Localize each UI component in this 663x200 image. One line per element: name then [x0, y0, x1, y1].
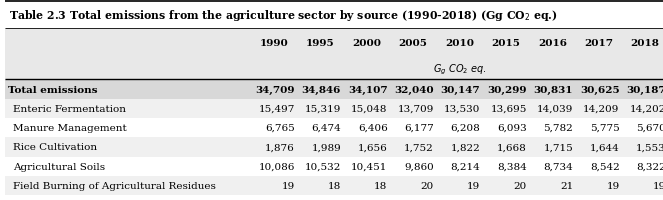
Text: 2016: 2016	[538, 39, 567, 48]
Text: 20: 20	[421, 181, 434, 190]
Text: 30,625: 30,625	[580, 85, 620, 94]
Text: 2015: 2015	[491, 39, 520, 48]
Text: 30,147: 30,147	[441, 85, 480, 94]
Text: 1,822: 1,822	[451, 143, 480, 152]
Text: Agricultural Soils: Agricultural Soils	[13, 162, 105, 171]
Text: 21: 21	[560, 181, 573, 190]
Text: 1,752: 1,752	[404, 143, 434, 152]
Bar	[5, 2, 663, 29]
Text: 2018: 2018	[631, 39, 660, 48]
Text: 32,040: 32,040	[394, 85, 434, 94]
Text: 19: 19	[607, 181, 620, 190]
Text: 1,644: 1,644	[590, 143, 620, 152]
Text: 6,208: 6,208	[451, 124, 480, 132]
Text: 8,542: 8,542	[590, 162, 620, 171]
Text: 34,709: 34,709	[255, 85, 295, 94]
Text: 6,093: 6,093	[497, 124, 527, 132]
Text: 1,715: 1,715	[544, 143, 573, 152]
Text: 8,214: 8,214	[451, 162, 480, 171]
Text: 10,451: 10,451	[351, 162, 387, 171]
Text: Total emissions: Total emissions	[8, 85, 97, 94]
Text: 6,406: 6,406	[358, 124, 387, 132]
Text: 13,695: 13,695	[491, 104, 527, 113]
Bar	[5, 118, 663, 138]
Text: 14,209: 14,209	[583, 104, 620, 113]
Text: 5,670: 5,670	[636, 124, 663, 132]
Text: 1990: 1990	[259, 39, 288, 48]
Text: 5,782: 5,782	[544, 124, 573, 132]
Text: Enteric Fermentation: Enteric Fermentation	[13, 104, 126, 113]
Text: Field Burning of Agricultural Residues: Field Burning of Agricultural Residues	[13, 181, 216, 190]
Text: 14,202: 14,202	[630, 104, 663, 113]
Text: $G_g\ CO_2\ eq.$: $G_g\ CO_2\ eq.$	[432, 62, 487, 76]
Text: 19: 19	[282, 181, 295, 190]
Text: 30,831: 30,831	[534, 85, 573, 94]
Text: 2017: 2017	[584, 39, 613, 48]
Text: Manure Management: Manure Management	[13, 124, 127, 132]
Text: 6,474: 6,474	[312, 124, 341, 132]
Text: 30,299: 30,299	[487, 85, 527, 94]
Text: 1,656: 1,656	[358, 143, 387, 152]
Text: 2005: 2005	[398, 39, 428, 48]
Text: 19: 19	[467, 181, 480, 190]
Text: 30,187: 30,187	[627, 85, 663, 94]
Text: 15,048: 15,048	[351, 104, 387, 113]
Bar	[5, 138, 663, 157]
Text: 6,765: 6,765	[265, 124, 295, 132]
Text: 2010: 2010	[445, 39, 474, 48]
Bar	[5, 80, 663, 99]
Bar	[5, 195, 663, 200]
Text: 5,775: 5,775	[590, 124, 620, 132]
Text: 15,497: 15,497	[259, 104, 295, 113]
Text: 18: 18	[328, 181, 341, 190]
Text: 10,086: 10,086	[259, 162, 295, 171]
Bar	[5, 176, 663, 195]
Text: 8,384: 8,384	[497, 162, 527, 171]
Text: 13,530: 13,530	[444, 104, 480, 113]
Bar	[5, 29, 663, 80]
Bar	[5, 157, 663, 176]
Text: 6,177: 6,177	[404, 124, 434, 132]
Text: 1,876: 1,876	[265, 143, 295, 152]
Text: 20: 20	[514, 181, 527, 190]
Text: 2000: 2000	[352, 39, 381, 48]
Text: 34,107: 34,107	[348, 85, 387, 94]
Text: 13,709: 13,709	[398, 104, 434, 113]
Text: 34,846: 34,846	[302, 85, 341, 94]
Text: 9,860: 9,860	[404, 162, 434, 171]
Text: 15,319: 15,319	[305, 104, 341, 113]
Text: 1,989: 1,989	[312, 143, 341, 152]
Text: 1,553: 1,553	[636, 143, 663, 152]
Text: 8,322: 8,322	[636, 162, 663, 171]
Text: Table 2.3 Total emissions from the agriculture sector by source (1990-2018) (Gg : Table 2.3 Total emissions from the agric…	[9, 8, 558, 23]
Text: 8,734: 8,734	[544, 162, 573, 171]
Text: 19: 19	[653, 181, 663, 190]
Text: 1995: 1995	[306, 39, 335, 48]
Text: 10,532: 10,532	[305, 162, 341, 171]
Text: 18: 18	[375, 181, 387, 190]
Text: 14,039: 14,039	[537, 104, 573, 113]
Bar	[5, 99, 663, 118]
Text: 1,668: 1,668	[497, 143, 527, 152]
Text: Rice Cultivation: Rice Cultivation	[13, 143, 97, 152]
